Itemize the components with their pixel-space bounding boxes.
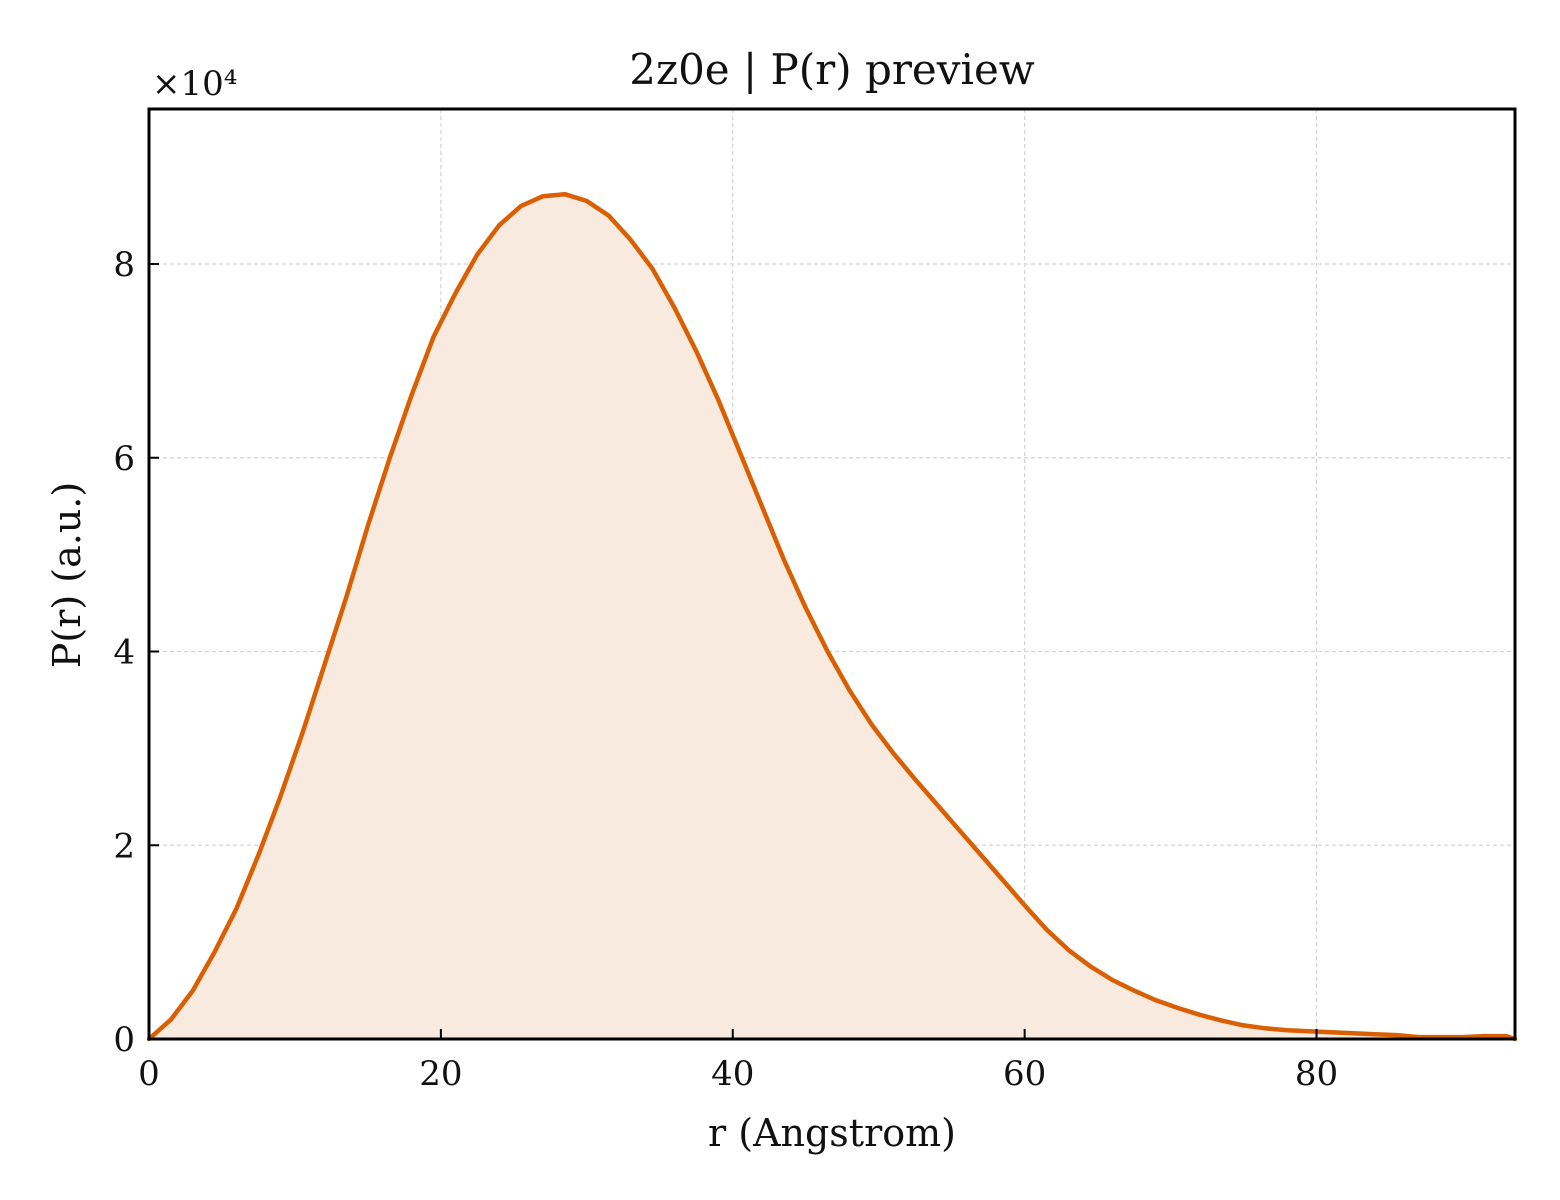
y-tick-label: 4 <box>113 633 135 673</box>
plot-frame <box>147 107 1517 1041</box>
x-tick-label: 40 <box>711 1054 754 1094</box>
y-tick-label: 2 <box>113 826 135 866</box>
x-tick-label: 0 <box>138 1054 160 1094</box>
x-tick-label: 80 <box>1295 1054 1338 1094</box>
chart-title: 2z0e | P(r) preview <box>629 45 1035 94</box>
y-tick-label: 0 <box>113 1020 135 1060</box>
series-line <box>146 191 1518 1042</box>
area-fill <box>149 194 1515 1039</box>
y-axis-label: P(r) (a.u.) <box>45 482 89 668</box>
x-tick-label: 60 <box>1003 1054 1046 1094</box>
y-multiplier-label: ×10⁴ <box>152 64 237 104</box>
x-axis-label: r (Angstrom) <box>708 1111 956 1155</box>
x-tick-label: 20 <box>419 1054 462 1094</box>
y-tick-label: 8 <box>113 245 135 285</box>
ticks: 0 20 40 60 80 0 2 4 6 8 <box>113 245 1338 1094</box>
y-tick-label: 6 <box>113 439 135 479</box>
